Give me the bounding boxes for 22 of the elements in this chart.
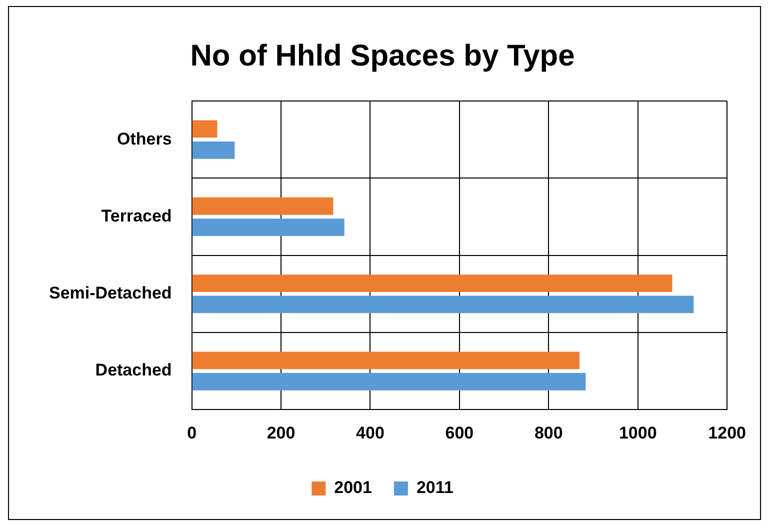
y-tick-label: Terraced xyxy=(101,206,172,226)
x-tick-label: 800 xyxy=(534,423,563,442)
x-tick-label: 1000 xyxy=(618,423,657,442)
x-tick-label: 600 xyxy=(445,423,474,442)
bar xyxy=(192,296,694,314)
y-tick-label: Semi-Detached xyxy=(48,284,172,303)
x-tick-label: 200 xyxy=(266,423,296,442)
x-tick-label: 1200 xyxy=(708,423,746,442)
bar xyxy=(192,120,218,138)
x-tick-label: 0 xyxy=(187,423,197,442)
chart-title: No of Hhld Spaces by Type xyxy=(190,39,575,72)
bar xyxy=(192,372,586,390)
legend-label: 2001 xyxy=(334,478,372,498)
legend-label: 2011 xyxy=(416,478,454,498)
y-tick-label: Detached xyxy=(95,360,172,380)
bar xyxy=(192,141,235,159)
bar xyxy=(192,218,344,236)
bar xyxy=(192,197,334,215)
bar xyxy=(192,352,580,370)
x-tick-label: 400 xyxy=(356,423,384,442)
y-tick-label: Others xyxy=(117,129,172,148)
bar xyxy=(192,274,672,292)
